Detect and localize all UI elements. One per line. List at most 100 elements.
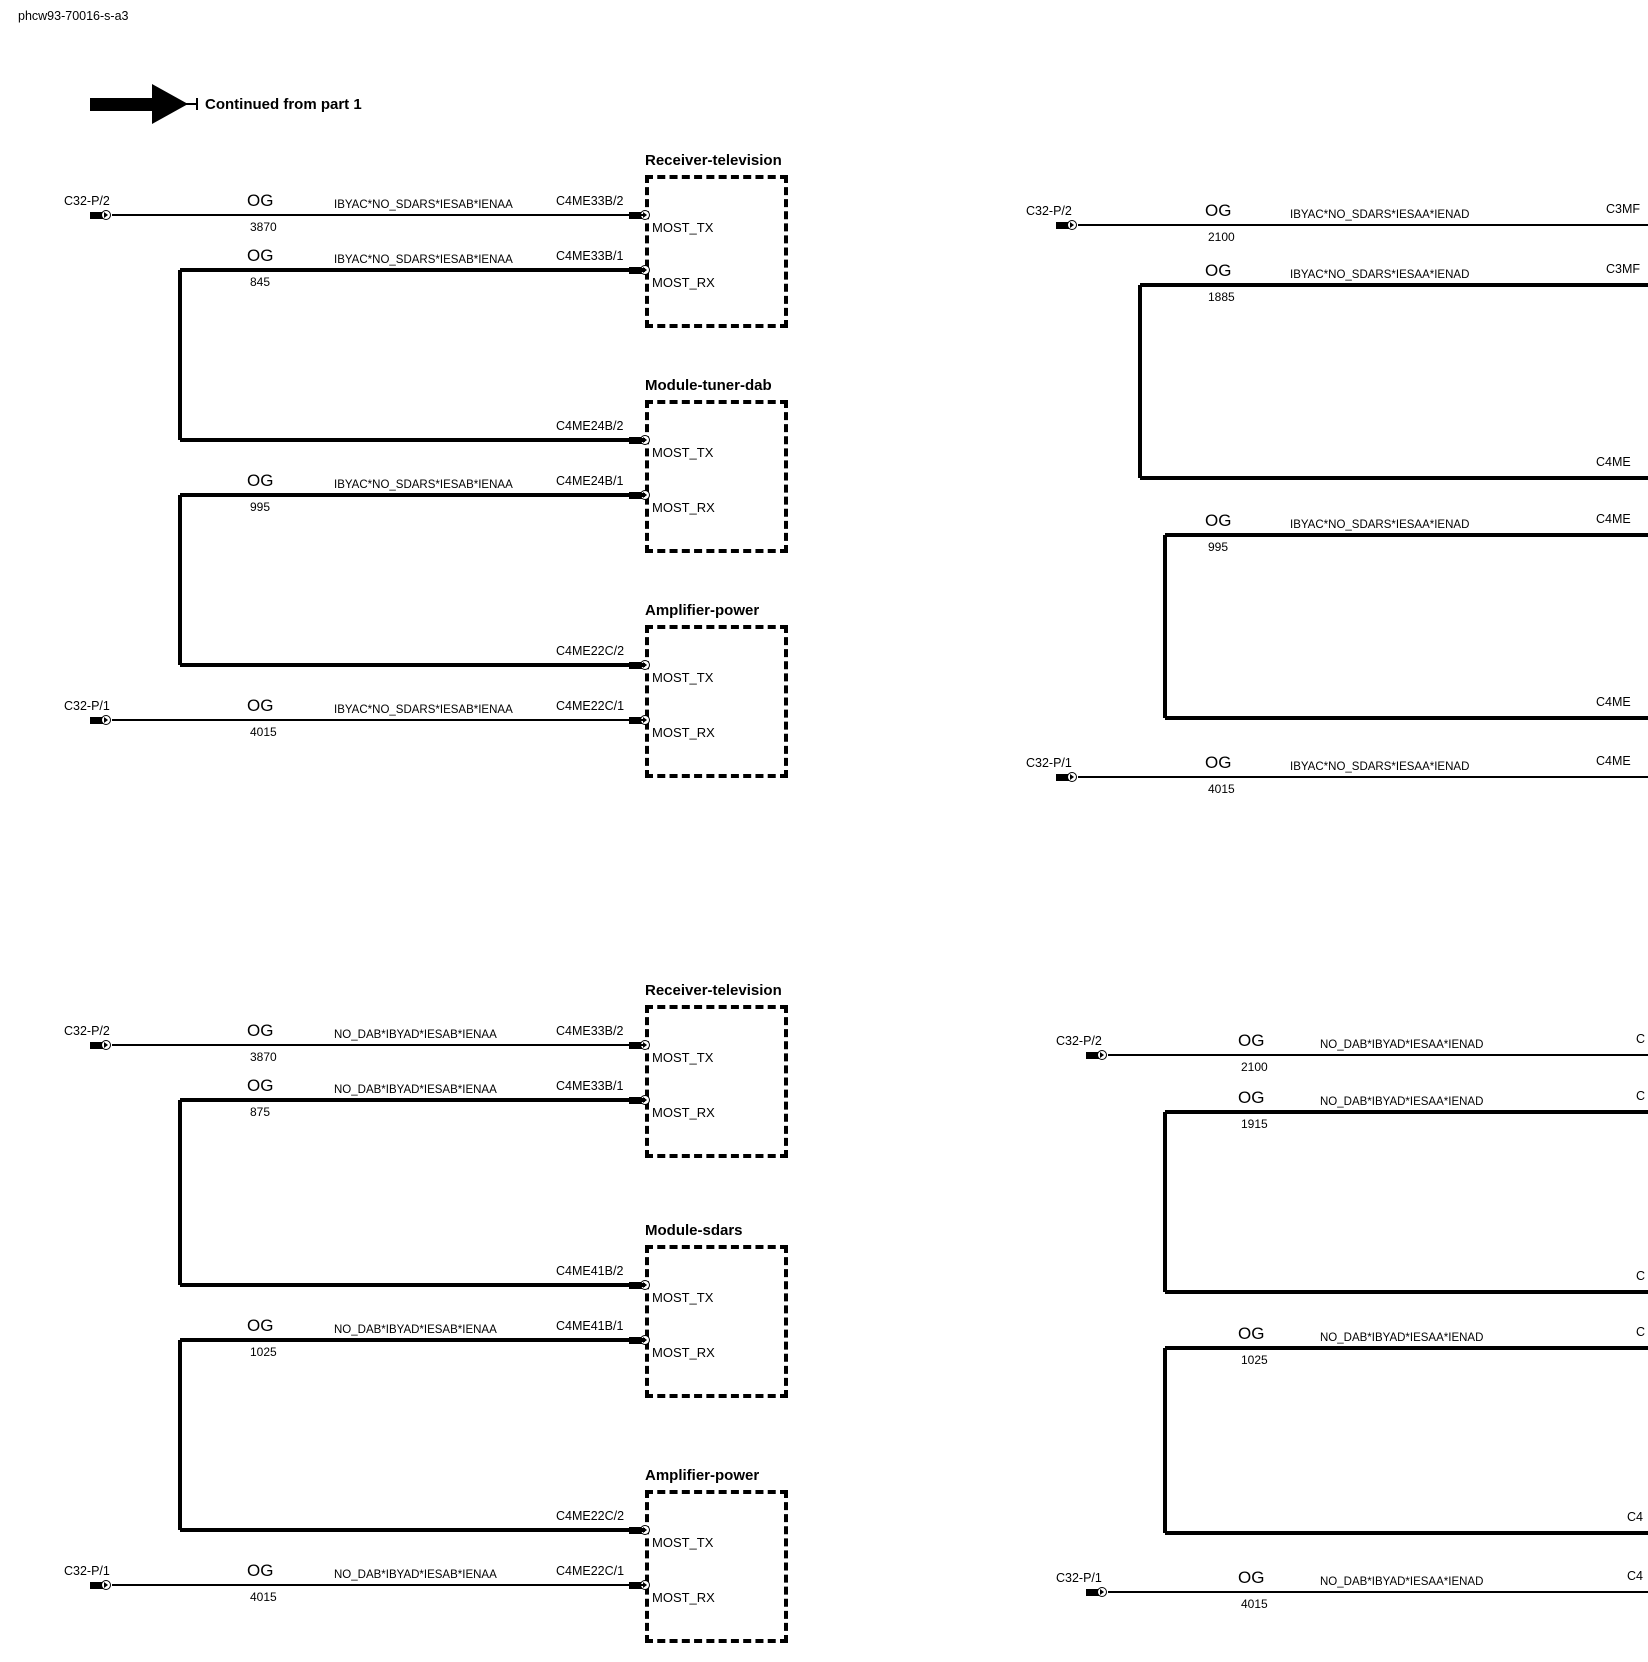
wire-corner-segment bbox=[1138, 285, 1142, 478]
wire-corner-segment bbox=[178, 495, 182, 665]
module-box bbox=[645, 175, 788, 328]
connector-plug-part bbox=[1086, 1051, 1099, 1059]
wire-length-label: 3870 bbox=[250, 220, 277, 234]
module-title: Receiver-television bbox=[645, 152, 782, 169]
connector-plug-part bbox=[643, 1042, 647, 1049]
wire-segment bbox=[180, 438, 645, 442]
connector-plug-part bbox=[643, 717, 647, 724]
wire-gauge-label: OG bbox=[1205, 261, 1232, 280]
wire-length-label: 2100 bbox=[1208, 230, 1235, 244]
harness-option-label: NO_DAB*IBYAD*IESAA*IENAD bbox=[1320, 1576, 1484, 1588]
connector-plug-part bbox=[104, 1042, 108, 1049]
wire-from-connector-label: C32-P/1 bbox=[64, 1564, 110, 1578]
pin-label-most-tx: MOST_TX bbox=[652, 1290, 714, 1305]
document-id: phcw93-70016-s-a3 bbox=[18, 9, 129, 23]
wire-segment bbox=[1108, 1590, 1648, 1594]
wire-to-connector-label: C4ME41B/2 bbox=[556, 1264, 624, 1278]
wire-gauge-label: OG bbox=[247, 191, 274, 210]
wire-gauge-label: OG bbox=[247, 696, 274, 715]
connector-plug-part bbox=[643, 437, 647, 444]
wire-to-connector-label: C4 bbox=[1627, 1510, 1643, 1524]
module-box bbox=[645, 625, 788, 778]
connector-plug-part bbox=[643, 1337, 647, 1344]
wire-segment bbox=[180, 663, 645, 667]
harness-option-label: NO_DAB*IBYAD*IESAB*IENAA bbox=[334, 1569, 497, 1581]
harness-option-label: IBYAC*NO_SDARS*IESAB*IENAA bbox=[334, 479, 513, 491]
pin-label-most-rx: MOST_RX bbox=[652, 500, 715, 515]
wire-to-connector-label: C4ME33B/1 bbox=[556, 1079, 624, 1093]
wire-gauge-label: OG bbox=[1238, 1568, 1265, 1587]
wire-to-connector-label: C4ME33B/1 bbox=[556, 249, 624, 263]
connector-plug-part bbox=[104, 717, 108, 724]
wire-corner-segment bbox=[1163, 535, 1167, 718]
wire-segment bbox=[1165, 1290, 1648, 1294]
module-title: Amplifier-power bbox=[645, 602, 760, 619]
wire-to-connector-label: C4ME22C/1 bbox=[556, 699, 625, 713]
wire-segment bbox=[1165, 533, 1648, 537]
pin-label-most-tx: MOST_TX bbox=[652, 1050, 714, 1065]
wire-length-label: 2100 bbox=[1241, 1060, 1268, 1074]
wire-length-label: 1025 bbox=[250, 1345, 277, 1359]
wire-segment bbox=[180, 493, 645, 497]
connector-plug-part bbox=[104, 1582, 108, 1589]
connector-plug-icon bbox=[1056, 771, 1080, 783]
wire-length-label: 995 bbox=[250, 500, 271, 514]
connector-plug-part bbox=[643, 212, 647, 219]
harness-option-label: NO_DAB*IBYAD*IESAB*IENAA bbox=[334, 1029, 497, 1041]
wire-segment bbox=[1108, 1053, 1648, 1057]
harness-option-label: NO_DAB*IBYAD*IESAA*IENAD bbox=[1320, 1039, 1484, 1051]
wire-corner-segment bbox=[178, 1100, 182, 1285]
wire-length-label: 4015 bbox=[1208, 782, 1235, 796]
pin-label-most-rx: MOST_RX bbox=[652, 725, 715, 740]
harness-option-label: NO_DAB*IBYAD*IESAA*IENAD bbox=[1320, 1332, 1484, 1344]
connector-plug-part bbox=[1070, 222, 1074, 229]
pin-label-most-tx: MOST_TX bbox=[652, 445, 714, 460]
wire-to-connector-label: C3MF bbox=[1606, 262, 1641, 276]
wire-to-connector-label: C4ME bbox=[1596, 455, 1631, 469]
connector-plug-part bbox=[1100, 1052, 1104, 1059]
harness-option-label: IBYAC*NO_SDARS*IESAA*IENAD bbox=[1290, 761, 1470, 773]
wire-to-connector-label: C3MF bbox=[1606, 202, 1641, 216]
wire-to-connector-label: C4ME bbox=[1596, 695, 1631, 709]
pin-label-most-rx: MOST_RX bbox=[652, 1345, 715, 1360]
wire-from-connector-label: C32-P/2 bbox=[64, 1024, 110, 1038]
connector-plug-icon bbox=[90, 1039, 114, 1051]
wire-gauge-label: OG bbox=[1238, 1324, 1265, 1343]
wire-to-connector-label: C4ME24B/1 bbox=[556, 474, 624, 488]
pin-label-most-rx: MOST_RX bbox=[652, 1105, 715, 1120]
pin-label-most-rx: MOST_RX bbox=[652, 275, 715, 290]
wire-gauge-label: OG bbox=[247, 471, 274, 490]
wire-to-connector-label: C bbox=[1636, 1032, 1646, 1046]
wire-corner-segment bbox=[178, 1340, 182, 1530]
harness-option-label: NO_DAB*IBYAD*IESAA*IENAD bbox=[1320, 1096, 1484, 1108]
harness-option-label: IBYAC*NO_SDARS*IESAB*IENAA bbox=[334, 254, 513, 266]
wire-to-connector-label: C4ME bbox=[1596, 754, 1631, 768]
harness-option-label: NO_DAB*IBYAD*IESAB*IENAA bbox=[334, 1324, 497, 1336]
connector-plug-icon bbox=[90, 209, 114, 221]
connector-plug-part bbox=[643, 1582, 647, 1589]
wire-to-connector-label: C bbox=[1636, 1269, 1646, 1283]
wire-gauge-label: OG bbox=[247, 1316, 274, 1335]
continuation-label: Continued from part 1 bbox=[205, 96, 362, 113]
harness-option-label: NO_DAB*IBYAD*IESAB*IENAA bbox=[334, 1084, 497, 1096]
wire-to-connector-label: C4ME bbox=[1596, 512, 1631, 526]
wire-segment bbox=[180, 1528, 645, 1532]
wire-to-connector-label: C4ME22C/1 bbox=[556, 1564, 625, 1578]
connector-plug-part bbox=[90, 211, 103, 219]
module-box bbox=[645, 1490, 788, 1643]
connector-plug-part bbox=[90, 1581, 103, 1589]
connector-plug-icon bbox=[90, 1579, 114, 1591]
connector-plug-icon bbox=[1086, 1049, 1110, 1061]
wire-length-label: 875 bbox=[250, 1105, 271, 1119]
wire-length-label: 1915 bbox=[1241, 1117, 1268, 1131]
module-box bbox=[645, 1245, 788, 1398]
wire-corner-segment bbox=[1163, 1348, 1167, 1533]
wire-to-connector-label: C4ME22C/2 bbox=[556, 644, 625, 658]
connector-plug-part bbox=[104, 212, 108, 219]
wire-segment bbox=[1078, 223, 1648, 227]
wire-from-connector-label: C32-P/2 bbox=[1056, 1034, 1102, 1048]
connector-plug-part bbox=[1100, 1589, 1104, 1596]
wire-to-connector-label: C bbox=[1636, 1325, 1646, 1339]
module-title: Module-tuner-dab bbox=[645, 377, 772, 394]
